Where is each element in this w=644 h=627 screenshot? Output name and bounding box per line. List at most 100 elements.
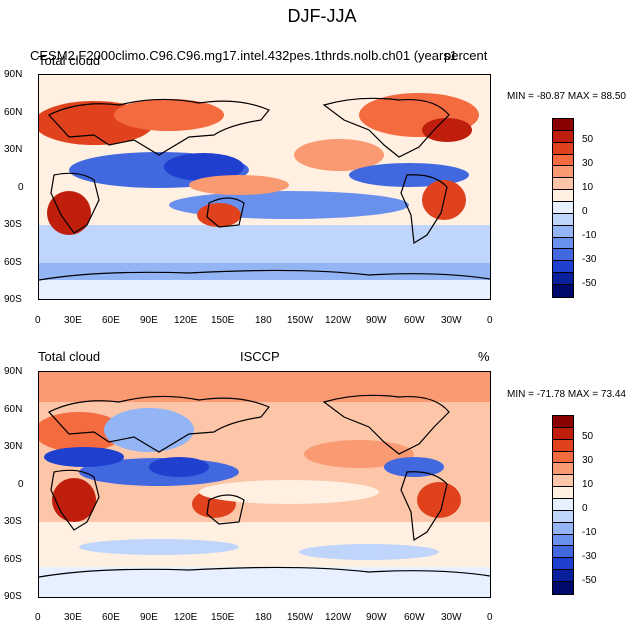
lon-tick-label: 90E [140,315,158,326]
colorbar-label: 10 [582,182,594,193]
colorbar-box [553,510,573,523]
panel-center-title: ISCCP [240,349,280,364]
colorbar-box [553,582,573,594]
lat-tick-label: 90S [4,591,22,602]
colorbar-label: -50 [582,278,597,289]
colorbar-label: -30 [582,551,597,562]
figure-title: DJF-JJA [287,6,357,26]
lat-tick-label: 0 [18,479,24,490]
panel-center-title: CESM2.F2000climo.C96.C96.mg17.intel.432p… [30,48,458,63]
colorbar-box [553,522,573,535]
lon-tick-label: 90W [366,315,387,326]
colorbar-box [553,237,573,250]
colorbar-box [553,546,573,559]
colorbar-box [553,475,573,488]
lat-tick-label: 90N [4,366,23,377]
lat-tick-label: 60S [4,257,22,268]
panel-units: percent [444,48,488,63]
lon-tick-label: 150W [287,612,314,623]
lon-tick-label: 0 [487,315,493,326]
colorbar-box [553,178,573,191]
colorbar-box [553,249,573,262]
lon-tick-label: 30W [441,612,462,623]
min-max-stats: MIN = -71.78 MAX = 73.44 [507,389,626,400]
lat-tick-label: 30S [4,516,22,527]
colorbar-box [553,154,573,167]
lat-tick-label: 30N [4,441,23,452]
map-plot-area [38,74,491,300]
colorbar-box [553,261,573,274]
colorbar-box [553,119,573,131]
lon-tick-label: 150E [211,315,235,326]
lon-tick-label: 90E [140,612,158,623]
lat-tick-label: 60S [4,554,22,565]
lon-tick-label: 30E [64,612,82,623]
colorbar-box [553,285,573,297]
lon-tick-label: 180 [255,612,272,623]
colorbar-label: 10 [582,479,594,490]
panel-left-title: Total cloud [38,349,101,364]
colorbar [552,118,574,298]
min-max-stats: MIN = -80.87 MAX = 88.50 [507,91,626,102]
panel-left-title: Total cloud [38,53,101,68]
lon-tick-label: 0 [35,612,41,623]
colorbar-label: 50 [582,431,594,442]
lon-tick-label: 120E [174,612,198,623]
colorbar-box [553,213,573,226]
lat-tick-label: 30S [4,219,22,230]
colorbar-label: -30 [582,254,597,265]
colorbar-box [553,558,573,571]
colorbar-box [553,570,573,583]
lat-tick-label: 90N [4,69,23,80]
lon-tick-label: 60E [102,612,120,623]
colorbar-label: 30 [582,158,594,169]
lat-tick-label: 60N [4,404,23,415]
colorbar-label: 0 [582,503,588,514]
colorbar-box [553,273,573,286]
colorbar [552,415,574,595]
map-plot-area [38,371,491,598]
colorbar-label: -10 [582,527,597,538]
colorbar-box [553,130,573,143]
lat-tick-label: 30N [4,144,23,155]
colorbar-label: -10 [582,230,597,241]
lat-tick-label: 60N [4,107,23,118]
lon-tick-label: 0 [35,315,41,326]
colorbar-box [553,451,573,464]
colorbar-box [553,487,573,500]
colorbar-box [553,416,573,428]
lon-tick-label: 60W [404,315,425,326]
lon-tick-label: 150E [211,612,235,623]
lon-tick-label: 30W [441,315,462,326]
map-panel-model: Total cloud CESM2.F2000climo.C96.C96.mg1… [0,0,644,326]
difference-map [39,75,490,299]
colorbar-label: 30 [582,455,594,466]
colorbar-box [553,202,573,214]
colorbar-label: 50 [582,134,594,145]
lat-tick-label: 90S [4,294,22,305]
colorbar-box [553,534,573,547]
colorbar-box [553,166,573,179]
lon-tick-label: 60E [102,315,120,326]
lon-tick-label: 90W [366,612,387,623]
colorbar-box [553,142,573,155]
colorbar-box [553,499,573,511]
colorbar-box [553,190,573,203]
lon-tick-label: 120W [325,315,352,326]
colorbar-box [553,463,573,476]
lon-tick-label: 150W [287,315,314,326]
lon-tick-label: 180 [255,315,272,326]
lat-tick-label: 0 [18,182,24,193]
difference-map [39,372,490,597]
panel-units: % [478,349,490,364]
colorbar-box [553,427,573,440]
lon-tick-label: 60W [404,612,425,623]
lon-tick-label: 120W [325,612,352,623]
colorbar-label: 0 [582,206,588,217]
lon-tick-label: 120E [174,315,198,326]
colorbar-box [553,225,573,238]
lon-tick-label: 0 [487,612,493,623]
colorbar-box [553,439,573,452]
colorbar-label: -50 [582,575,597,586]
